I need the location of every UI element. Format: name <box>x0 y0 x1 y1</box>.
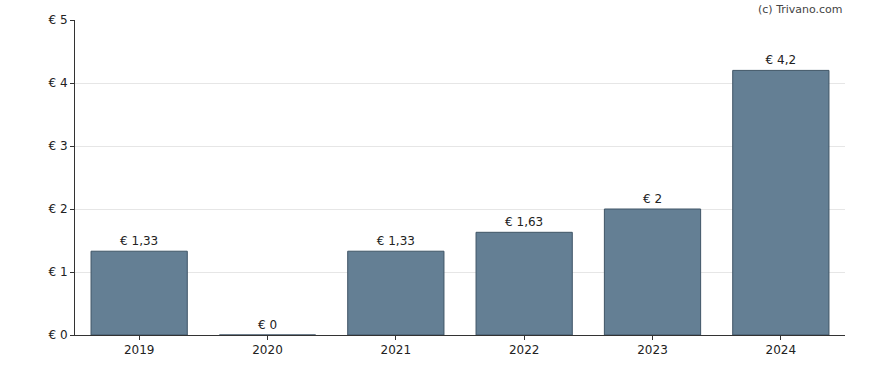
svg-text:€ 4: € 4 <box>49 76 68 90</box>
svg-text:€ 2: € 2 <box>49 202 68 216</box>
svg-text:€ 0: € 0 <box>49 328 68 342</box>
svg-text:€ 1,33: € 1,33 <box>377 234 415 248</box>
svg-text:2021: 2021 <box>381 343 412 357</box>
svg-text:2020: 2020 <box>252 343 283 357</box>
svg-text:€ 0: € 0 <box>258 318 277 332</box>
svg-text:2022: 2022 <box>509 343 540 357</box>
svg-text:(c) Trivano.com: (c) Trivano.com <box>758 3 843 16</box>
svg-text:€ 1: € 1 <box>49 265 68 279</box>
svg-text:2019: 2019 <box>124 343 155 357</box>
svg-text:€ 5: € 5 <box>49 13 68 27</box>
svg-text:2023: 2023 <box>637 343 668 357</box>
svg-text:€ 4,2: € 4,2 <box>766 53 797 67</box>
svg-text:€ 3: € 3 <box>49 139 68 153</box>
svg-text:€ 2: € 2 <box>643 192 662 206</box>
svg-text:€ 1,33: € 1,33 <box>120 234 158 248</box>
svg-text:2024: 2024 <box>766 343 797 357</box>
svg-text:€ 1,63: € 1,63 <box>505 215 543 229</box>
